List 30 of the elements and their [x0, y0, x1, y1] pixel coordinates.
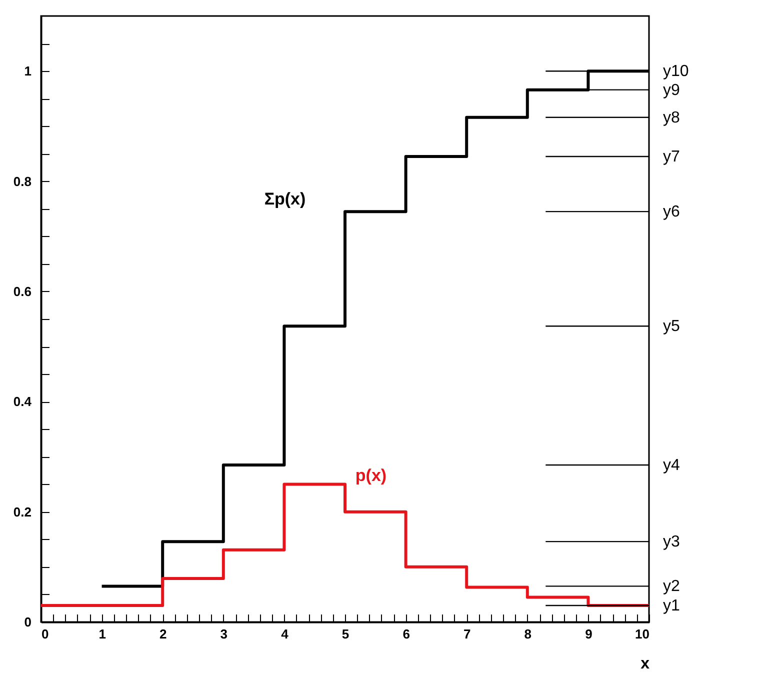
y-tick-label: 1	[24, 64, 32, 79]
ref-line-label: y6	[663, 204, 680, 221]
x-tick-label: 1	[98, 626, 106, 642]
text: Σp(x)	[264, 190, 306, 209]
y-tick-label: 0.6	[13, 284, 32, 299]
x-tick-label: 0	[42, 626, 49, 642]
x-tick-label: 5	[342, 626, 350, 642]
ref-line-label: y8	[663, 109, 680, 126]
ref-line-label: y5	[663, 318, 680, 336]
x-axis-title: x	[640, 656, 650, 672]
x-tick-label: 2	[159, 626, 167, 642]
ref-line-label: y3	[663, 534, 680, 551]
series-label: p(x)	[355, 466, 387, 485]
ref-line-label: y7	[663, 148, 680, 166]
ref-line-label: y4	[663, 456, 680, 474]
x-tick-label: 8	[524, 626, 532, 642]
y-tick-label: 0.8	[13, 174, 32, 189]
ref-line-label: y1	[663, 597, 680, 614]
ref-line-label: y10	[663, 63, 689, 80]
y-tick-label: 0.4	[13, 394, 32, 410]
x-tick-label: 3	[220, 626, 228, 642]
ref-line-label: y9	[663, 82, 680, 99]
x-tick-label: 6	[402, 626, 410, 642]
y-tick-label: 0.2	[13, 504, 32, 520]
x-tick-label: 4	[281, 626, 290, 642]
x-tick-label: 10	[635, 626, 650, 642]
ref-line-label: y2	[663, 578, 680, 596]
x-tick-label: 7	[463, 626, 471, 642]
y-tick-label: 0	[24, 614, 32, 630]
x-tick-label: 9	[585, 626, 592, 642]
